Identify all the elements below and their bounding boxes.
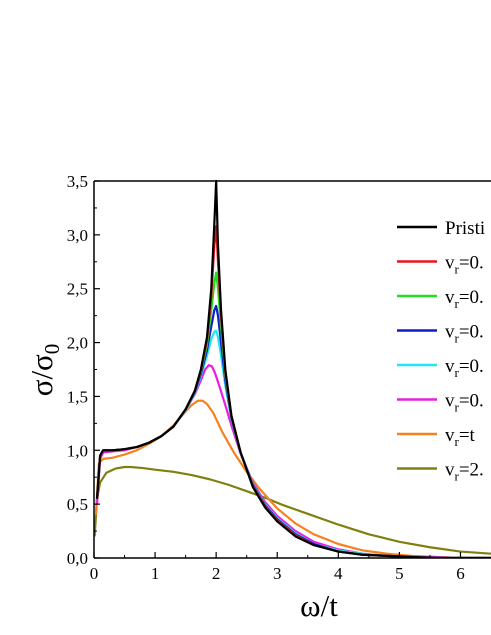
series-line-6 — [94, 399, 491, 558]
y-tick-label: 3,0 — [67, 226, 88, 245]
series-line-3 — [95, 304, 491, 558]
legend-label-main: Pristi — [445, 218, 485, 239]
legend-label-tail: =2. — [459, 460, 484, 481]
series-layer — [94, 179, 491, 558]
legend-label-main: v — [445, 287, 455, 308]
legend-label-0: Pristi — [445, 218, 485, 239]
legend-label-tail: =0. — [459, 322, 484, 343]
series-line-2 — [95, 271, 491, 558]
series-line-0 — [95, 179, 491, 558]
y-ticks: 0,0 0,5 1,0 1,5 2,0 2,5 3,0 3,5 — [67, 172, 100, 568]
series-line-7 — [94, 465, 491, 555]
legend-label-main: v — [445, 253, 455, 274]
y-tick-label: 1,0 — [67, 441, 88, 460]
legend-label-main: v — [445, 425, 455, 446]
legend-label-tail: =0. — [459, 356, 484, 377]
y-tick-label: 0,0 — [67, 549, 88, 568]
y-axis-title-main: σ/σ — [24, 354, 59, 396]
legend-label-sub: r — [455, 400, 460, 415]
x-tick-label: 5 — [395, 564, 404, 583]
legend-label-sub: r — [455, 262, 460, 277]
x-tick-label: 4 — [334, 564, 343, 583]
legend-label-4: vr=0. — [445, 356, 484, 380]
legend-label-sub: r — [455, 331, 460, 346]
y-tick-label: 0,5 — [67, 495, 88, 514]
legend-label-tail: =0. — [459, 391, 484, 412]
legend-label-tail: =t — [459, 425, 476, 446]
x-tick-label: 2 — [212, 564, 221, 583]
legend-label-main: v — [445, 391, 455, 412]
legend-label-7: vr=2. — [445, 460, 484, 484]
legend-label-6: vr=t — [445, 425, 476, 449]
legend-label-sub: r — [455, 296, 460, 311]
x-tick-label: 1 — [151, 564, 160, 583]
legend-label-tail: =0. — [459, 253, 484, 274]
y-tick-label: 2,5 — [67, 280, 88, 299]
legend-label-5: vr=0. — [445, 391, 484, 415]
x-tick-label: 3 — [273, 564, 282, 583]
legend-label-sub: r — [455, 434, 460, 449]
plot-frame — [93, 180, 491, 559]
x-axis-title: ω/t — [300, 588, 338, 623]
legend-label-tail: =0. — [459, 287, 484, 308]
y-tick-label: 1,5 — [67, 387, 88, 406]
x-tick-label: 6 — [456, 564, 465, 583]
legend-label-sub: r — [455, 469, 460, 484]
legend-label-sub: r — [455, 365, 460, 380]
legend-label-main: v — [445, 356, 455, 377]
legend-label-3: vr=0. — [445, 322, 484, 346]
y-tick-label: 2,0 — [67, 334, 88, 353]
legend-label-2: vr=0. — [445, 287, 484, 311]
y-tick-label: 3,5 — [67, 172, 88, 191]
x-tick-label: 0 — [90, 564, 99, 583]
y-axis-title: σ/σ0 — [24, 344, 64, 397]
y-axis-title-sub: 0 — [40, 344, 64, 355]
legend-label-main: v — [445, 322, 455, 343]
x-ticks: 0 1 2 3 4 5 6 — [90, 552, 465, 583]
legend-label-main: v — [445, 460, 455, 481]
legend-label-1: vr=0. — [445, 253, 484, 277]
series-line-5 — [95, 364, 491, 558]
